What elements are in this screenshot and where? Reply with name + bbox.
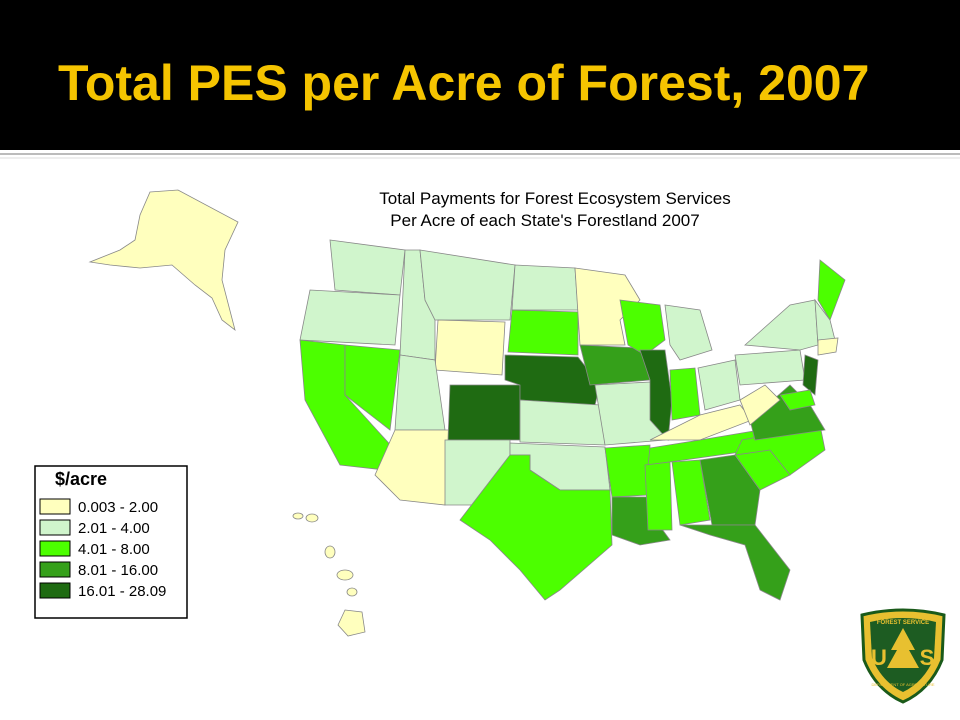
map-title: Per Acre of each State's Forestland 2007 — [390, 211, 699, 230]
state — [374, 429, 451, 506]
state — [459, 454, 613, 601]
legend-label: 8.01 - 16.00 — [78, 562, 158, 579]
legend-swatch — [39, 519, 71, 536]
state — [344, 344, 401, 431]
state — [644, 461, 673, 531]
logo-tree — [887, 628, 919, 668]
slide-title: Total PES per Acre of Forest, 2007 — [58, 55, 869, 111]
state — [419, 249, 516, 321]
logo-letter: S — [920, 645, 935, 670]
state — [88, 189, 239, 332]
state — [739, 384, 781, 426]
map — [88, 189, 846, 637]
state — [604, 444, 651, 498]
logo-letter: U — [871, 645, 887, 670]
state — [671, 459, 711, 526]
state — [669, 367, 701, 421]
legend-label: 16.01 - 28.09 — [78, 583, 166, 600]
state — [299, 289, 401, 346]
state — [679, 524, 791, 601]
state — [394, 354, 446, 431]
header-bar — [0, 0, 960, 150]
state — [507, 309, 579, 356]
legend-swatch — [39, 498, 71, 515]
state — [336, 569, 354, 581]
state — [817, 337, 839, 356]
state — [519, 399, 606, 446]
logo-text: FOREST SERVICE — [877, 620, 929, 626]
legend-label: 2.01 - 4.00 — [78, 520, 150, 537]
state — [511, 264, 579, 311]
state — [802, 354, 819, 396]
legend-swatch — [39, 540, 71, 557]
state — [779, 389, 816, 411]
logo: FOREST SERVICE U S DEPARTMENT OF AGRICUL… — [860, 608, 946, 704]
state — [664, 304, 713, 361]
state — [434, 319, 506, 376]
legend-swatch — [39, 582, 71, 599]
logo-text: DEPARTMENT OF AGRICULTURE — [871, 682, 934, 687]
state — [749, 384, 826, 441]
state — [337, 609, 366, 637]
legend-swatch — [39, 561, 71, 578]
state — [447, 384, 521, 441]
legend: 0.003 - 2.00 2.01 - 4.00 4.01 - 8.00 8.01 -… — [39, 498, 166, 600]
state — [324, 545, 336, 559]
state — [346, 587, 358, 597]
state — [699, 454, 761, 526]
state — [734, 349, 806, 386]
state — [329, 239, 406, 296]
state — [619, 299, 666, 356]
legend-title: $/acre — [55, 469, 107, 489]
state — [292, 512, 304, 520]
map-title: Total Payments for Forest Ecosystem Serv… — [379, 189, 730, 208]
legend-label: 0.003 - 2.00 — [78, 499, 158, 516]
state — [305, 513, 319, 523]
legend-label: 4.01 - 8.00 — [78, 541, 150, 558]
